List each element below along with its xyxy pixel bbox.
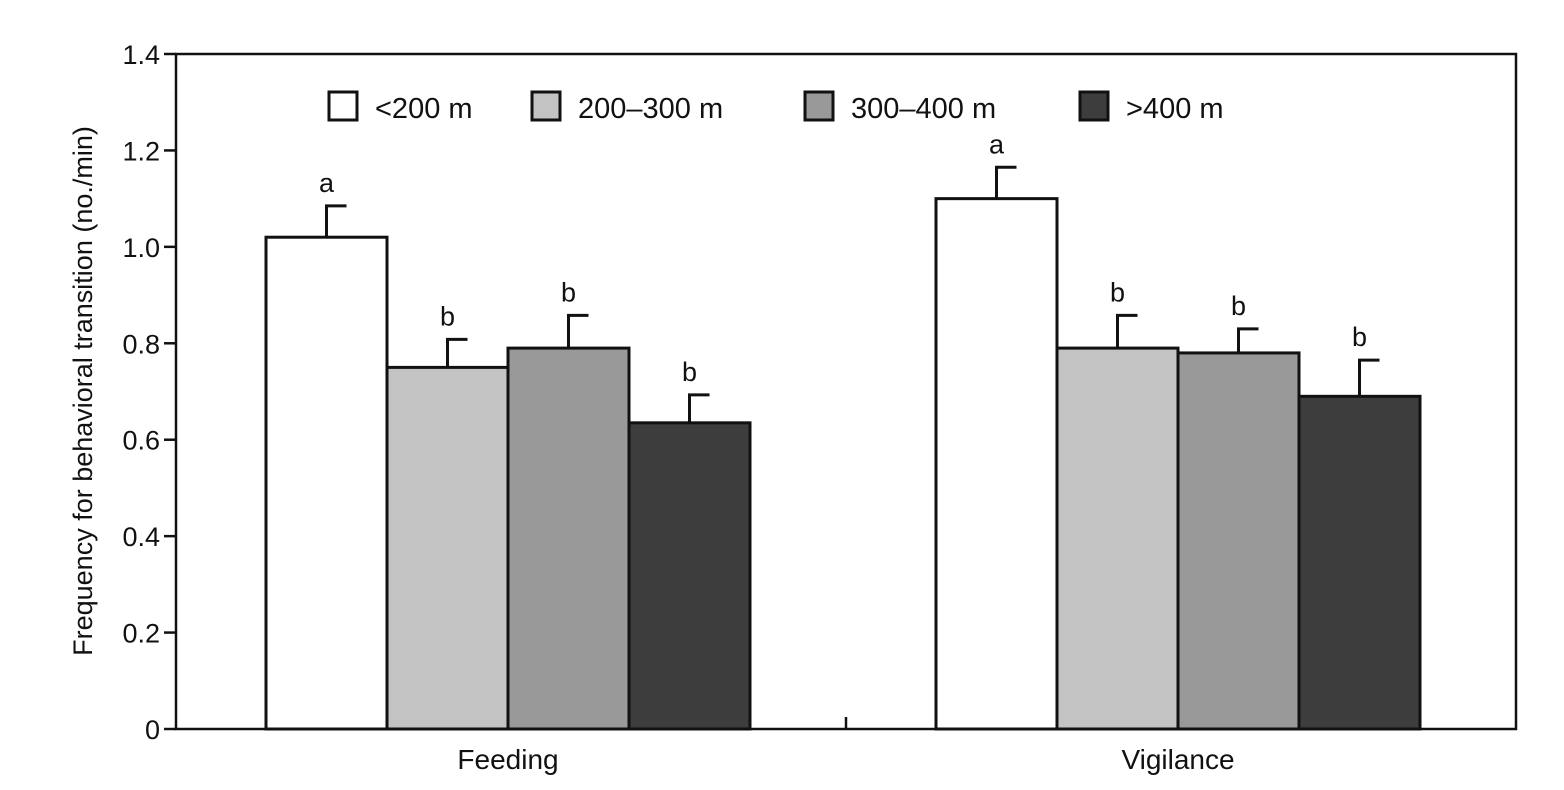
bar <box>264 235 389 731</box>
legend-label: 200–300 m <box>578 93 723 125</box>
significance-label: b <box>561 277 576 307</box>
significance-label: a <box>989 129 1005 159</box>
y-tick-label: 1.2 <box>122 136 160 166</box>
y-tick-label: 1.4 <box>122 40 160 70</box>
bar <box>1176 351 1301 731</box>
y-axis-title: Frequency for behavioral transition (no.… <box>68 126 98 656</box>
legend-swatch <box>530 90 562 122</box>
bar <box>506 346 631 731</box>
bar <box>934 197 1059 731</box>
significance-label: b <box>1352 322 1367 352</box>
y-tick-label: 0.6 <box>122 426 160 456</box>
x-category-label: Vigilance <box>1121 744 1234 775</box>
bar <box>627 421 752 731</box>
significance-label: b <box>1110 277 1125 307</box>
significance-label: b <box>682 357 697 387</box>
bar <box>1297 394 1422 731</box>
legend-label: <200 m <box>375 93 473 125</box>
legend-swatch <box>327 90 359 122</box>
bar <box>1055 346 1180 731</box>
bar <box>385 365 510 731</box>
x-category-label: Feeding <box>457 744 558 775</box>
legend-label: >400 m <box>1126 93 1224 125</box>
y-tick-label: 0 <box>145 715 160 745</box>
y-tick-label: 0.4 <box>122 522 160 552</box>
significance-label: b <box>440 301 455 331</box>
y-tick-label: 0.2 <box>122 619 160 649</box>
y-tick-label: 1.0 <box>122 233 160 263</box>
significance-label: b <box>1231 291 1246 321</box>
significance-label: a <box>319 168 335 198</box>
legend-swatch <box>803 90 835 122</box>
legend: <200 m 200–300 m 300–400 m >400 m <box>327 90 1224 125</box>
legend-label: 300–400 m <box>851 93 996 125</box>
bars-layer: a b b b a b b b <box>264 129 1422 731</box>
legend-swatch <box>1078 90 1110 122</box>
y-tick-label: 0.8 <box>122 329 160 359</box>
axis-layer: 0 0.2 0.4 0.6 0.8 1.0 1.2 1.4 Feeding Vigilance <box>122 40 1234 775</box>
